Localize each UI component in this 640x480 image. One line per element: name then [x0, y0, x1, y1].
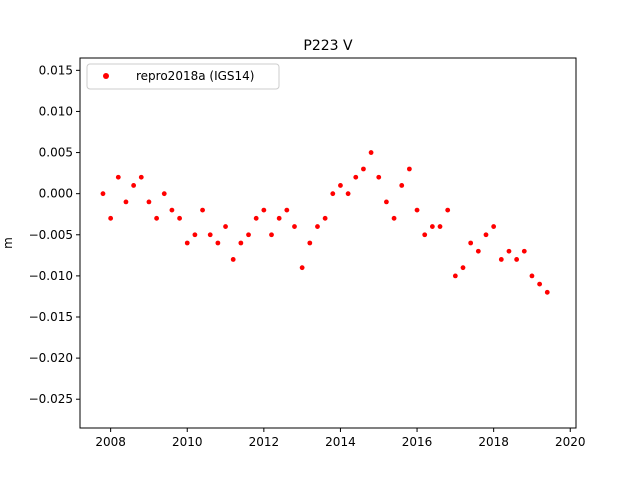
- data-point: [460, 265, 466, 271]
- data-point: [315, 224, 320, 229]
- data-point: [261, 207, 267, 213]
- data-point: [269, 232, 274, 238]
- data-point: [353, 174, 359, 180]
- y-tick-label: −0.010: [29, 269, 73, 283]
- data-point: [230, 257, 236, 262]
- data-point: [468, 240, 474, 246]
- data-point: [100, 191, 106, 197]
- data-point: [483, 232, 489, 238]
- x-axis: 2008 2010 2012 2014 2016 2018 2020: [95, 428, 586, 449]
- data-point: [299, 265, 305, 271]
- data-point: [161, 191, 167, 197]
- x-tick-label: 2016: [402, 435, 433, 449]
- data-point: [399, 183, 405, 188]
- data-point: [207, 232, 213, 238]
- data-point: [475, 248, 481, 254]
- data-point: [169, 207, 175, 213]
- data-point: [338, 183, 343, 188]
- data-point: [414, 207, 420, 213]
- data-point: [322, 215, 328, 221]
- x-tick-label: 2018: [478, 435, 509, 449]
- y-tick-label: −0.020: [29, 351, 73, 365]
- data-point: [376, 174, 382, 180]
- y-axis-label: m: [1, 237, 15, 249]
- data-point: [437, 224, 443, 229]
- data-point: [146, 199, 152, 205]
- data-point: [506, 248, 512, 254]
- data-point: [276, 215, 282, 221]
- data-point: [284, 207, 290, 213]
- axes-frame: [79, 57, 577, 429]
- data-point: [223, 224, 228, 229]
- data-point: [184, 240, 190, 246]
- data-point: [131, 183, 137, 188]
- data-point: [422, 232, 428, 238]
- legend: repro2018a (IGS14): [86, 63, 280, 90]
- data-point: [215, 240, 221, 246]
- data-point: [529, 273, 535, 279]
- data-point: [452, 273, 458, 279]
- data-point: [406, 166, 412, 172]
- data-point: [544, 289, 550, 295]
- data-point: [429, 224, 435, 229]
- x-tick-label: 2008: [95, 435, 126, 449]
- x-tick-label: 2012: [249, 435, 280, 449]
- legend-label: repro2018a (IGS14): [136, 69, 254, 83]
- y-tick-label: −0.015: [29, 310, 73, 324]
- y-tick-label: −0.005: [29, 228, 73, 242]
- data-point: [330, 191, 336, 197]
- data-point: [537, 281, 543, 287]
- data-point: [345, 191, 351, 197]
- y-tick-label: 0.005: [39, 146, 73, 160]
- data-point: [307, 240, 313, 246]
- data-point: [361, 166, 366, 172]
- data-point: [491, 224, 497, 229]
- data-point: [238, 240, 244, 246]
- y-tick-label: 0.010: [39, 104, 73, 118]
- y-tick-label: 0.000: [39, 187, 73, 201]
- legend-marker: [103, 73, 109, 79]
- data-point: [368, 150, 374, 155]
- data-point: [123, 199, 129, 205]
- data-point: [445, 207, 451, 213]
- data-points: [100, 150, 550, 295]
- data-point: [108, 215, 114, 221]
- chart-title: P223 V: [303, 38, 353, 54]
- data-point: [200, 207, 205, 213]
- data-point: [253, 215, 259, 221]
- data-point: [177, 215, 182, 221]
- data-point: [498, 257, 504, 262]
- data-point: [154, 215, 160, 221]
- x-tick-label: 2020: [555, 435, 586, 449]
- y-tick-label: −0.025: [29, 392, 73, 406]
- data-point: [192, 232, 198, 238]
- data-point: [514, 257, 520, 262]
- y-axis: −0.025 −0.020 −0.015 −0.010 −0.005 0.000 0.005…: [29, 63, 80, 406]
- data-point: [384, 199, 389, 205]
- data-point: [521, 248, 527, 254]
- y-tick-label: 0.015: [39, 63, 73, 77]
- data-point: [115, 174, 121, 180]
- x-tick-label: 2014: [325, 435, 356, 449]
- data-point: [138, 174, 144, 180]
- data-point: [246, 232, 251, 238]
- x-tick-label: 2010: [172, 435, 203, 449]
- legend-box: [86, 63, 280, 90]
- data-point: [391, 215, 397, 221]
- data-point: [292, 224, 297, 229]
